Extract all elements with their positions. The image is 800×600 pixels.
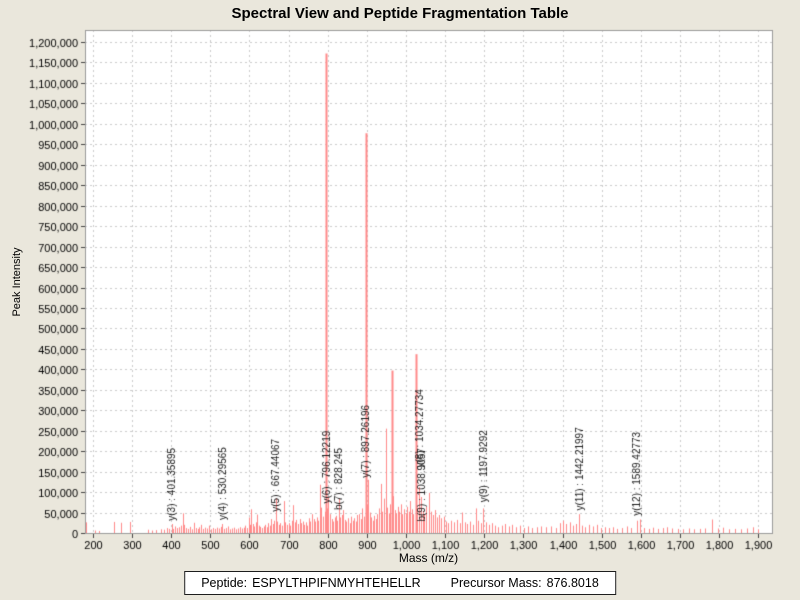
spectrum-plot[interactable] xyxy=(0,0,800,570)
x-axis-title: Mass (m/z) xyxy=(398,551,459,565)
peptide-label: Peptide: xyxy=(201,576,248,590)
y-axis-title: Peak Intensity xyxy=(11,247,23,317)
peptide-info: Peptide: ESPYLTHPIFNMYHTEHELLR xyxy=(201,576,420,590)
page-title: Spectral View and Peptide Fragmentation … xyxy=(231,5,569,22)
precursor-mass-label: Precursor Mass: xyxy=(450,576,542,590)
peptide-sequence: ESPYLTHPIFNMYHTEHELLR xyxy=(252,576,421,590)
precursor-info: Precursor Mass: 876.8018 xyxy=(451,576,599,590)
peptide-info-box: Peptide: ESPYLTHPIFNMYHTEHELLR Precursor… xyxy=(184,571,616,595)
precursor-mass-value: 876.8018 xyxy=(546,576,599,590)
